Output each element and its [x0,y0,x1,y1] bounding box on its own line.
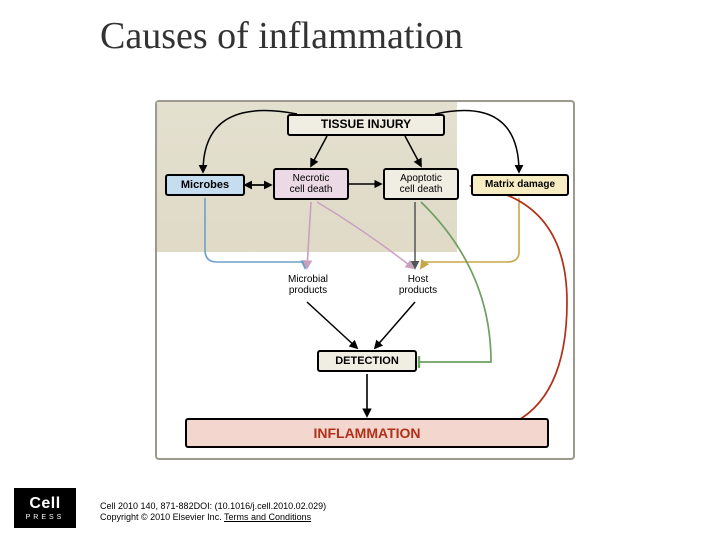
slide-title: Causes of inflammation [100,14,463,58]
edge-13 [375,302,415,348]
edge-16 [461,186,567,434]
node-microbial-products: Microbial products [273,270,343,300]
node-tissue-injury: TISSUE INJURY [287,114,445,136]
logo-bottom: PRESS [26,514,65,521]
flow-diagram: TISSUE INJURY Microbes Necrotic cell death… [155,100,575,460]
node-apoptotic: Apoptotic cell death [383,168,459,200]
node-host-products: Host products [389,270,447,300]
citation-line2: Copyright © 2010 Elsevier Inc. Terms and… [100,512,326,524]
citation-line1: Cell 2010 140, 871-882DOI: (10.1016/j.ce… [100,501,326,513]
logo-top: Cell [29,495,60,513]
node-matrix: Matrix damage [471,174,569,196]
node-inflammation: INFLAMMATION [185,418,549,448]
node-microbes: Microbes [165,174,245,196]
edge-12 [307,302,357,348]
terms-link[interactable]: Terms and Conditions [224,512,311,522]
citation-block: Cell 2010 140, 871-882DOI: (10.1016/j.ce… [100,501,326,524]
copyright-text: Copyright © 2010 Elsevier Inc. [100,512,224,522]
node-necrotic: Necrotic cell death [273,168,349,200]
node-detection: DETECTION [317,350,417,372]
cell-press-logo: Cell PRESS [14,488,76,528]
